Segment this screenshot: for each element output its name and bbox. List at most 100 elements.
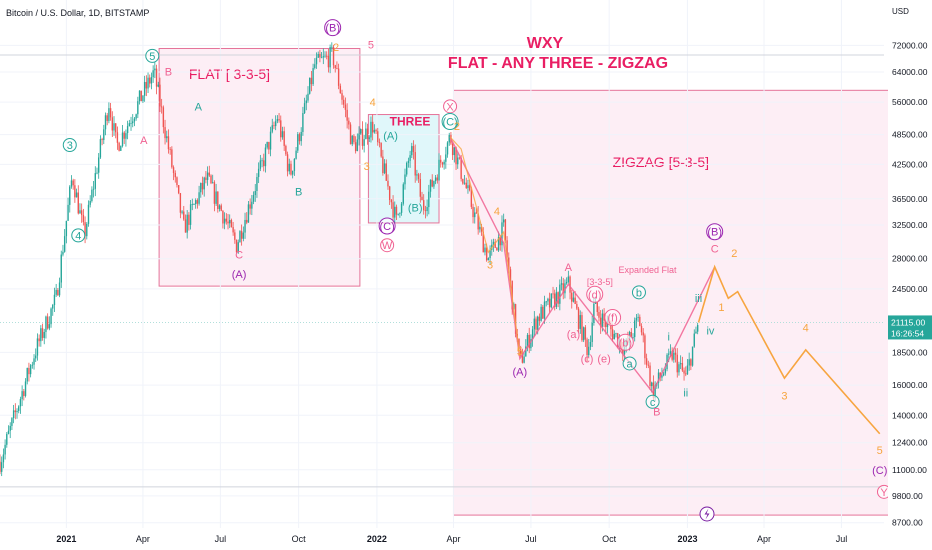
candle-body bbox=[24, 381, 27, 396]
candle-body bbox=[62, 251, 64, 255]
wave-label-48: 5 bbox=[877, 445, 883, 457]
candle-body bbox=[480, 226, 483, 232]
candle-body bbox=[351, 135, 353, 145]
candle-body bbox=[574, 297, 576, 305]
candle-body bbox=[140, 90, 142, 102]
candle-body bbox=[104, 115, 107, 130]
candle-body bbox=[320, 57, 323, 59]
candle-body bbox=[382, 156, 384, 174]
candle-body bbox=[463, 182, 466, 184]
x-tick-label: Apr bbox=[446, 534, 460, 544]
candle-body bbox=[191, 204, 193, 206]
svg-text:5: 5 bbox=[517, 346, 523, 358]
candle-body bbox=[120, 146, 122, 151]
svg-text:c: c bbox=[650, 397, 656, 409]
svg-text:(B): (B) bbox=[707, 227, 722, 239]
wave-label-7: C bbox=[235, 250, 243, 262]
candle-body bbox=[688, 359, 690, 366]
candle-body bbox=[261, 160, 263, 162]
candle-body bbox=[557, 292, 559, 304]
svg-text:iii: iii bbox=[695, 293, 702, 305]
candle-body bbox=[661, 375, 663, 378]
candle-body bbox=[472, 206, 474, 218]
wave-label-2: 4 bbox=[71, 228, 86, 243]
candle-body bbox=[167, 136, 170, 150]
svg-text:(c): (c) bbox=[581, 353, 594, 365]
candle-body bbox=[448, 135, 450, 143]
x-tick-label: Jul bbox=[215, 534, 227, 544]
candle-body bbox=[434, 177, 437, 182]
svg-text:5: 5 bbox=[368, 39, 374, 51]
candle-body bbox=[317, 53, 319, 58]
candle-body bbox=[46, 316, 49, 329]
y-tick-label: 12400.00 bbox=[892, 438, 928, 448]
candle-body bbox=[433, 181, 435, 187]
candle-body bbox=[538, 316, 541, 321]
candle-body bbox=[526, 334, 529, 347]
candle-body bbox=[685, 373, 687, 375]
svg-text:4: 4 bbox=[75, 230, 81, 242]
candle-body bbox=[310, 77, 313, 85]
candle-body bbox=[281, 131, 284, 138]
candle-body bbox=[683, 370, 685, 374]
candle-body bbox=[458, 157, 461, 159]
candle-body bbox=[509, 269, 512, 281]
candle-body bbox=[622, 349, 624, 355]
candle-body bbox=[210, 175, 212, 184]
svg-text:3: 3 bbox=[781, 391, 787, 403]
candle-body bbox=[375, 129, 377, 132]
candle-body bbox=[496, 247, 498, 251]
pattern-box-0 bbox=[158, 47, 361, 287]
wave-label-46: 4 bbox=[803, 322, 809, 334]
candle-body bbox=[353, 135, 355, 143]
candle-body bbox=[314, 64, 316, 69]
candle-body bbox=[615, 333, 617, 335]
candle-body bbox=[205, 177, 207, 180]
candle-body bbox=[235, 239, 238, 253]
candle-body bbox=[679, 363, 682, 365]
x-tick-label: Oct bbox=[602, 534, 617, 544]
candle-body bbox=[286, 154, 289, 172]
wave-label-4: B bbox=[165, 66, 172, 78]
wave-label-1: 3 bbox=[62, 138, 77, 153]
candle-body bbox=[613, 333, 615, 340]
last-price-tag bbox=[888, 315, 932, 340]
candle-body bbox=[468, 185, 471, 191]
candle-body bbox=[455, 147, 457, 165]
candle-body bbox=[35, 355, 37, 359]
candle-body bbox=[251, 201, 253, 209]
candle-body bbox=[365, 128, 367, 140]
candle-body bbox=[530, 339, 532, 349]
candle-body bbox=[404, 174, 406, 185]
candle-body bbox=[223, 218, 226, 224]
candle-body bbox=[2, 454, 5, 463]
candle-body bbox=[482, 231, 484, 253]
candle-body bbox=[74, 185, 76, 198]
candle-body bbox=[492, 241, 495, 245]
time-axis-bg[interactable] bbox=[0, 528, 932, 550]
candle-body bbox=[484, 247, 486, 253]
candle-body bbox=[264, 147, 267, 167]
y-tick-label: 56000.00 bbox=[892, 97, 928, 107]
candle-body bbox=[87, 204, 90, 224]
candle-body bbox=[371, 121, 374, 133]
candle-body bbox=[322, 56, 325, 58]
wave-label-6: B bbox=[295, 187, 302, 199]
candle-body bbox=[189, 204, 192, 225]
candle-body bbox=[198, 192, 200, 204]
candle-body bbox=[237, 242, 239, 253]
candle-body bbox=[41, 328, 44, 338]
x-tick-label: Apr bbox=[136, 534, 150, 544]
candle-body bbox=[443, 161, 445, 165]
candle-body bbox=[693, 333, 695, 347]
candle-body bbox=[341, 93, 343, 100]
candle-body bbox=[383, 163, 386, 174]
x-tick-label: Apr bbox=[757, 534, 771, 544]
y-tick-label: 42500.00 bbox=[892, 159, 928, 169]
candle-body bbox=[86, 223, 88, 237]
price-axis-bg[interactable] bbox=[888, 0, 932, 550]
wave-label-23: 5 bbox=[517, 346, 523, 358]
candle-body bbox=[249, 204, 251, 209]
flash-icon[interactable] bbox=[699, 506, 715, 522]
